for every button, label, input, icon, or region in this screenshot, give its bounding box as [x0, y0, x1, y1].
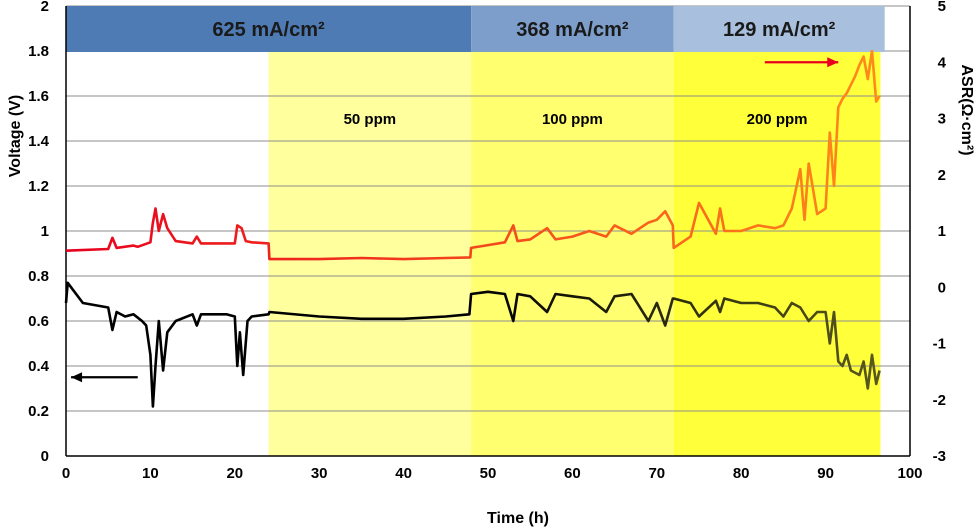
impurity-zone-label-1: 100 ppm — [542, 111, 603, 128]
current-band-label-0: 625 mA/cm² — [212, 19, 325, 41]
x-tick-label: 30 — [311, 465, 328, 482]
axis-arrows — [71, 57, 839, 383]
data-series — [64, 49, 881, 408]
y-left-tick-label: 0.2 — [28, 403, 49, 420]
y-right-tick-label: 3 — [938, 111, 946, 128]
y-left-tick-label: 0.8 — [28, 268, 49, 285]
y-right-tick-label: 4 — [938, 54, 947, 71]
right-y-axis-label: ASR(Ω·cm²) — [958, 64, 975, 155]
y-right-tick-label: 2 — [938, 167, 946, 184]
y-left-tick-label: 1.6 — [28, 88, 49, 105]
current-band-2 — [673, 6, 885, 52]
impurity-zones — [268, 52, 881, 456]
y-right-tick-label: 0 — [938, 279, 946, 296]
y-right-tick-label: -3 — [933, 448, 946, 465]
impurity-zone-1 — [471, 52, 674, 456]
y-left-tick-label: 2 — [41, 0, 49, 15]
y-right-tick-label: -2 — [933, 392, 946, 409]
x-tick-label: 10 — [142, 465, 159, 482]
current-band-1 — [471, 6, 674, 52]
left-y-axis-label: Voltage (V) — [7, 95, 24, 177]
x-axis-label: Time (h) — [487, 510, 549, 527]
y-left-tick-label: 1.2 — [28, 178, 49, 195]
y-left-tick-label: 0 — [41, 448, 49, 465]
y-right-tick-labels: -3 -2 -1 0 1 2 3 4 5 — [933, 0, 947, 465]
x-tick-label: 90 — [817, 465, 834, 482]
impurity-zone-0 — [268, 52, 472, 456]
x-tick-label: 70 — [648, 465, 665, 482]
x-tick-label: 80 — [733, 465, 750, 482]
arrow-left-icon — [71, 372, 83, 383]
current-band-label-2: 129 mA/cm² — [723, 19, 836, 41]
arrow-right-icon — [827, 57, 839, 68]
y-right-tick-label: -1 — [933, 336, 946, 353]
y-left-tick-label: 0.4 — [28, 358, 50, 375]
current-band-label-1: 368 mA/cm² — [516, 19, 629, 41]
x-tick-label: 60 — [564, 465, 581, 482]
impurity-zone-labels: 50 ppm 100 ppm 200 ppm — [344, 111, 808, 128]
impurity-zone-2 — [673, 52, 881, 456]
y-left-tick-label: 1 — [41, 223, 49, 240]
x-tick-label: 50 — [480, 465, 497, 482]
impurity-zone-label-2: 200 ppm — [747, 111, 808, 128]
y-left-tick-label: 0.6 — [28, 313, 49, 330]
x-tick-label: 0 — [62, 465, 70, 482]
y-right-tick-label: 1 — [938, 223, 946, 240]
x-tick-labels: 0 10 20 30 40 50 60 70 80 90 100 — [62, 465, 923, 482]
current-band-0 — [66, 6, 472, 52]
y-right-tick-label: 5 — [938, 0, 946, 15]
series-asr-line — [65, 49, 881, 261]
series-voltage-line — [64, 281, 881, 408]
x-tick-label: 40 — [395, 465, 412, 482]
x-tick-label: 20 — [226, 465, 243, 482]
y-left-tick-label: 1.4 — [28, 133, 50, 150]
impurity-zone-label-0: 50 ppm — [344, 111, 397, 128]
y-left-tick-label: 1.8 — [28, 43, 49, 60]
x-tick-label: 100 — [897, 465, 922, 482]
current-density-bands: 625 mA/cm² 368 mA/cm² 129 mA/cm² — [66, 6, 885, 52]
y-left-tick-labels: 0 0.2 0.4 0.6 0.8 1 1.2 1.4 1.6 1.8 2 — [28, 0, 50, 465]
